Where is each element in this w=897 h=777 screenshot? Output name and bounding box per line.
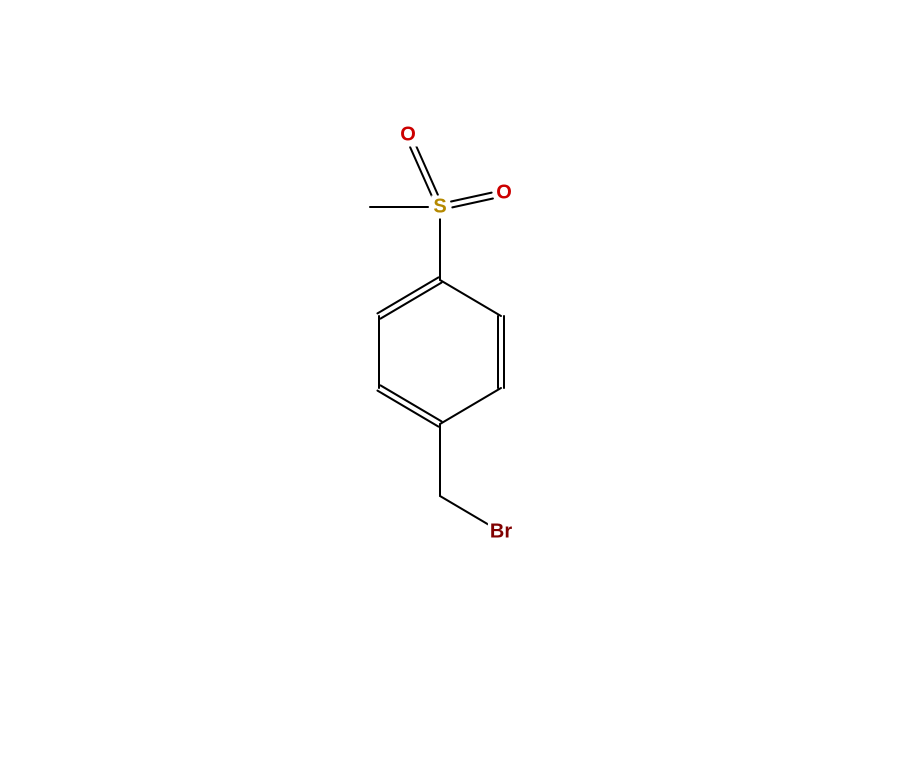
- atom-label-o2: O: [494, 182, 514, 205]
- chemical-structure-canvas: O O S Br: [0, 0, 897, 777]
- atom-label-br: Br: [488, 521, 514, 544]
- atom-label-s: S: [431, 196, 448, 219]
- bond-layer: [0, 0, 897, 777]
- atom-label-o1: O: [398, 124, 418, 147]
